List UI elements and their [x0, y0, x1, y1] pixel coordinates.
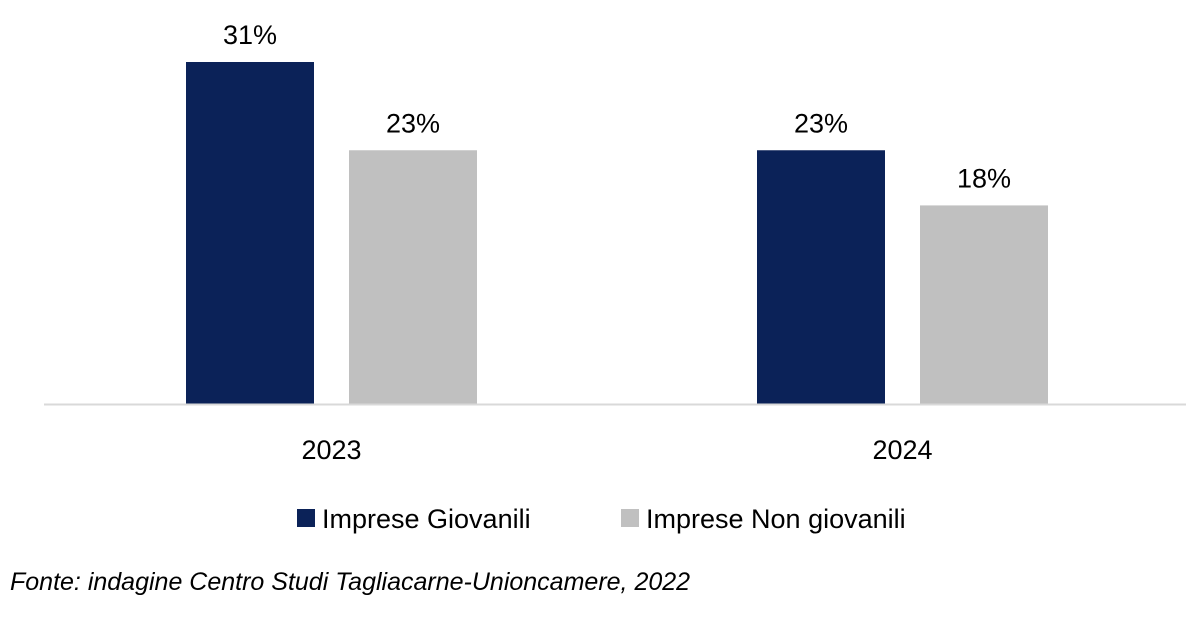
legend-swatch-series-2 — [621, 509, 639, 527]
legend-swatch-series-1 — [297, 509, 315, 527]
bar-2024-series-1 — [757, 150, 885, 404]
x-tick-label-2023: 2023 — [301, 435, 361, 465]
bar-2023-series-1 — [186, 62, 314, 404]
legend-label-series-2: Imprese Non giovanili — [646, 504, 906, 534]
legend-label-series-1: Imprese Giovanili — [322, 504, 531, 534]
bar-2024-series-2 — [920, 205, 1048, 404]
source-note: Fonte: indagine Centro Studi Tagliacarne… — [10, 568, 691, 596]
data-label-2024-series-1: 23% — [794, 108, 848, 138]
x-tick-label-2024: 2024 — [872, 435, 932, 465]
data-label-2023-series-2: 23% — [386, 108, 440, 138]
data-label-2023-series-1: 31% — [223, 20, 277, 50]
data-label-2024-series-2: 18% — [957, 163, 1011, 193]
bar-2023-series-2 — [349, 150, 477, 404]
